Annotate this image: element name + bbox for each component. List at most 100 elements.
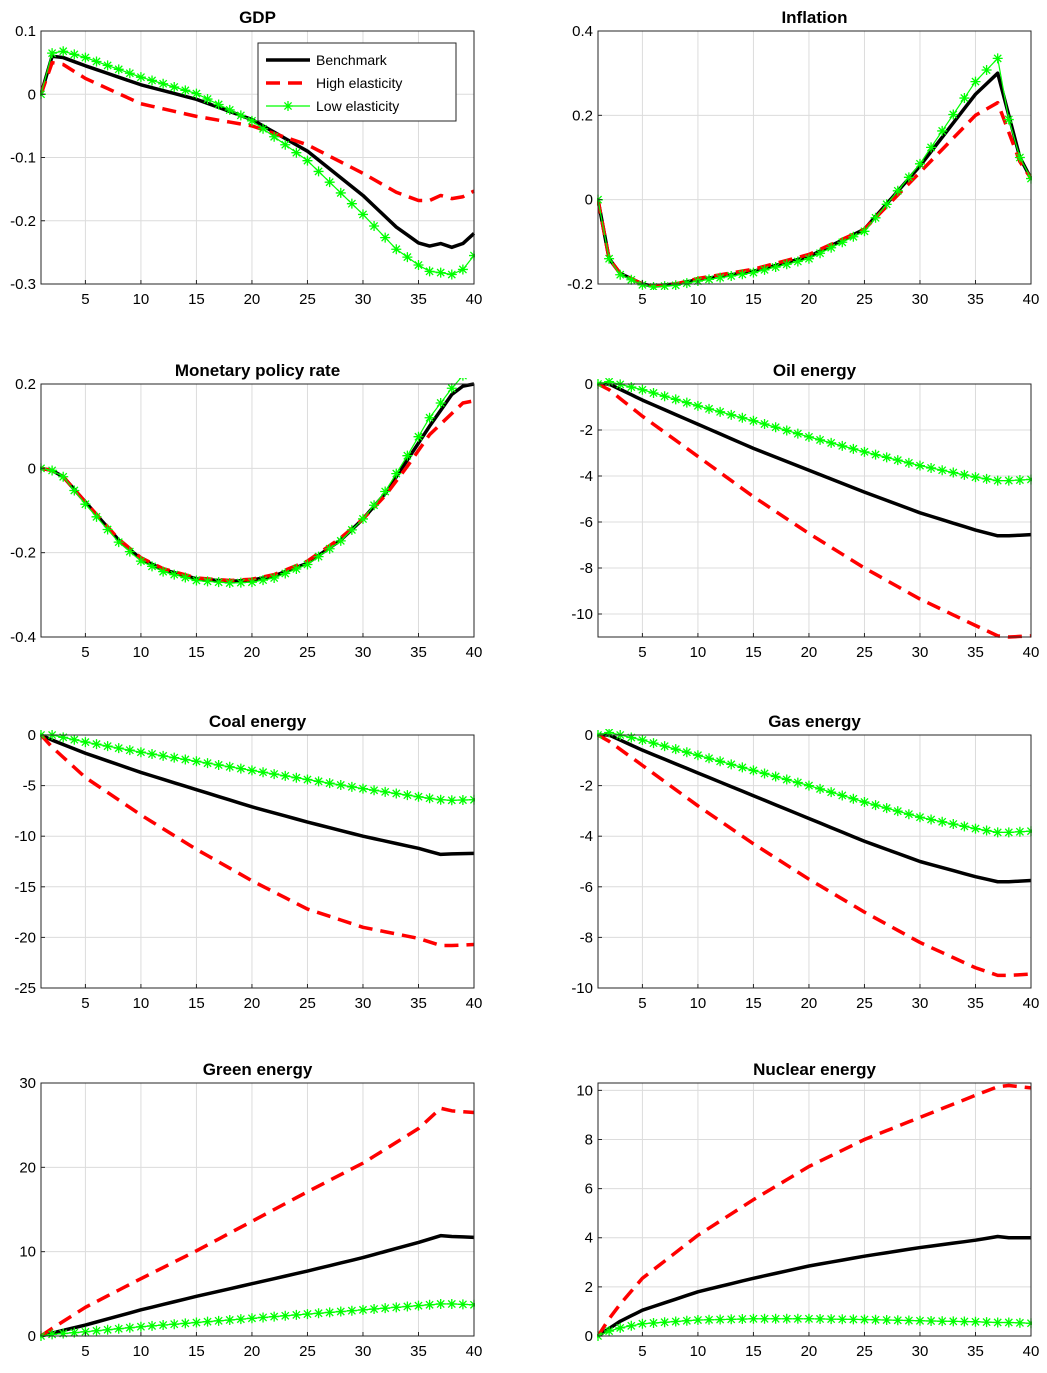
x-tick-label: 10 <box>133 1343 150 1360</box>
plot-area <box>598 31 1031 284</box>
series-point-marker <box>615 1322 626 1333</box>
x-tick-label: 5 <box>638 995 646 1012</box>
series-point-marker <box>446 383 457 394</box>
series-point-marker <box>457 264 468 275</box>
series-point-marker <box>870 449 881 460</box>
series-point-marker <box>959 821 970 832</box>
series-point-marker <box>258 575 269 586</box>
series-point-marker <box>169 82 180 93</box>
series-high-elasticity <box>597 733 1032 978</box>
x-tick-label: 30 <box>912 995 929 1012</box>
series-point-marker <box>948 819 959 830</box>
series-point-marker <box>692 1315 703 1326</box>
series-point-marker <box>926 814 937 825</box>
series-point-marker <box>704 1314 715 1325</box>
series-point-marker <box>402 252 413 263</box>
series-point-marker <box>837 1314 848 1325</box>
series-point-marker <box>235 577 246 588</box>
series-point-marker <box>670 1316 681 1327</box>
series-point-marker <box>147 1320 158 1331</box>
series-point-marker <box>147 749 158 760</box>
plot-area <box>598 735 1031 988</box>
series-point-marker <box>235 1314 246 1325</box>
series-point-marker <box>848 1314 859 1325</box>
series-point-marker <box>748 267 759 278</box>
series-point-marker <box>792 777 803 788</box>
series-point-marker <box>892 1315 903 1326</box>
series-point-marker <box>914 158 925 169</box>
series-point-marker <box>848 231 859 242</box>
series-point-marker <box>369 1304 380 1315</box>
y-tick-label: -8 <box>580 560 593 577</box>
series-point-marker <box>402 450 413 461</box>
series-point-marker <box>313 551 324 562</box>
y-tick-label: 0.1 <box>15 23 36 40</box>
series-point-marker <box>659 1317 670 1328</box>
series-point-marker <box>357 1304 368 1315</box>
x-tick-label: 25 <box>856 291 873 308</box>
y-tick-label: -0.2 <box>10 213 36 230</box>
series-point-marker <box>435 1298 446 1309</box>
x-tick-label: 5 <box>81 291 89 308</box>
series-point-marker <box>837 440 848 451</box>
series-point-marker <box>1014 475 1025 486</box>
series-point-marker <box>959 469 970 480</box>
series-point-marker <box>47 48 58 59</box>
series-point-marker <box>792 256 803 267</box>
series-point-marker <box>357 513 368 524</box>
y-tick-label: -10 <box>14 828 36 845</box>
series-point-marker <box>737 269 748 280</box>
legend: Benchmark High elasticity Low elasticity <box>257 42 457 122</box>
series-point-marker <box>681 1315 692 1326</box>
series-point-marker <box>124 546 135 557</box>
series-point-marker <box>357 209 368 220</box>
series-point-marker <box>859 1314 870 1325</box>
series-point-marker <box>102 741 113 752</box>
axes-box <box>597 30 1032 285</box>
series-point-marker <box>258 123 269 134</box>
series-point-marker <box>191 756 202 767</box>
series-point-marker <box>113 1323 124 1334</box>
x-tick-label: 25 <box>856 1343 873 1360</box>
series-point-marker <box>369 785 380 796</box>
x-tick-label: 10 <box>690 291 707 308</box>
series-point-marker <box>659 391 670 402</box>
x-tick-label: 30 <box>355 644 372 661</box>
series-point-marker <box>881 1315 892 1326</box>
y-tick-label: 6 <box>585 1181 593 1198</box>
series-point-marker <box>91 739 102 750</box>
series-point-marker <box>235 763 246 774</box>
panel-title: Oil energy <box>773 361 857 380</box>
x-tick-label: 25 <box>299 291 316 308</box>
series-point-marker <box>959 93 970 104</box>
series-point-marker <box>726 270 737 281</box>
series-point-marker <box>202 1316 213 1327</box>
series-point-marker <box>291 147 302 158</box>
series-point-marker <box>313 1308 324 1319</box>
series-point-marker <box>1003 1317 1014 1328</box>
series-point-marker <box>803 253 814 264</box>
chart-panel-2: 5 10 15 20 25 30 35 40 -0.4 -0.2 0 0.2 Monetary poli… <box>10 361 482 661</box>
series-point-marker <box>792 428 803 439</box>
series-point-marker <box>335 187 346 198</box>
series-point-marker <box>992 475 1003 486</box>
series-point-marker <box>202 758 213 769</box>
series-line <box>597 731 1032 833</box>
series-point-marker <box>704 274 715 285</box>
series-point-marker <box>435 794 446 805</box>
x-tick-label: 20 <box>801 644 818 661</box>
series-point-marker <box>637 735 648 746</box>
series-point-marker <box>413 260 424 271</box>
series-point-marker <box>748 1313 759 1324</box>
series-point-marker <box>147 561 158 572</box>
y-tick-label: -0.3 <box>10 276 36 293</box>
series-point-marker <box>413 431 424 442</box>
series-point-marker <box>926 462 937 473</box>
series-point-marker <box>124 745 135 756</box>
y-tick-label: 0 <box>585 376 593 393</box>
plot-area <box>41 735 474 988</box>
series-point-marker <box>91 511 102 522</box>
series-point-marker <box>246 577 257 588</box>
series-point-marker <box>881 199 892 210</box>
series-point-marker <box>859 226 870 237</box>
